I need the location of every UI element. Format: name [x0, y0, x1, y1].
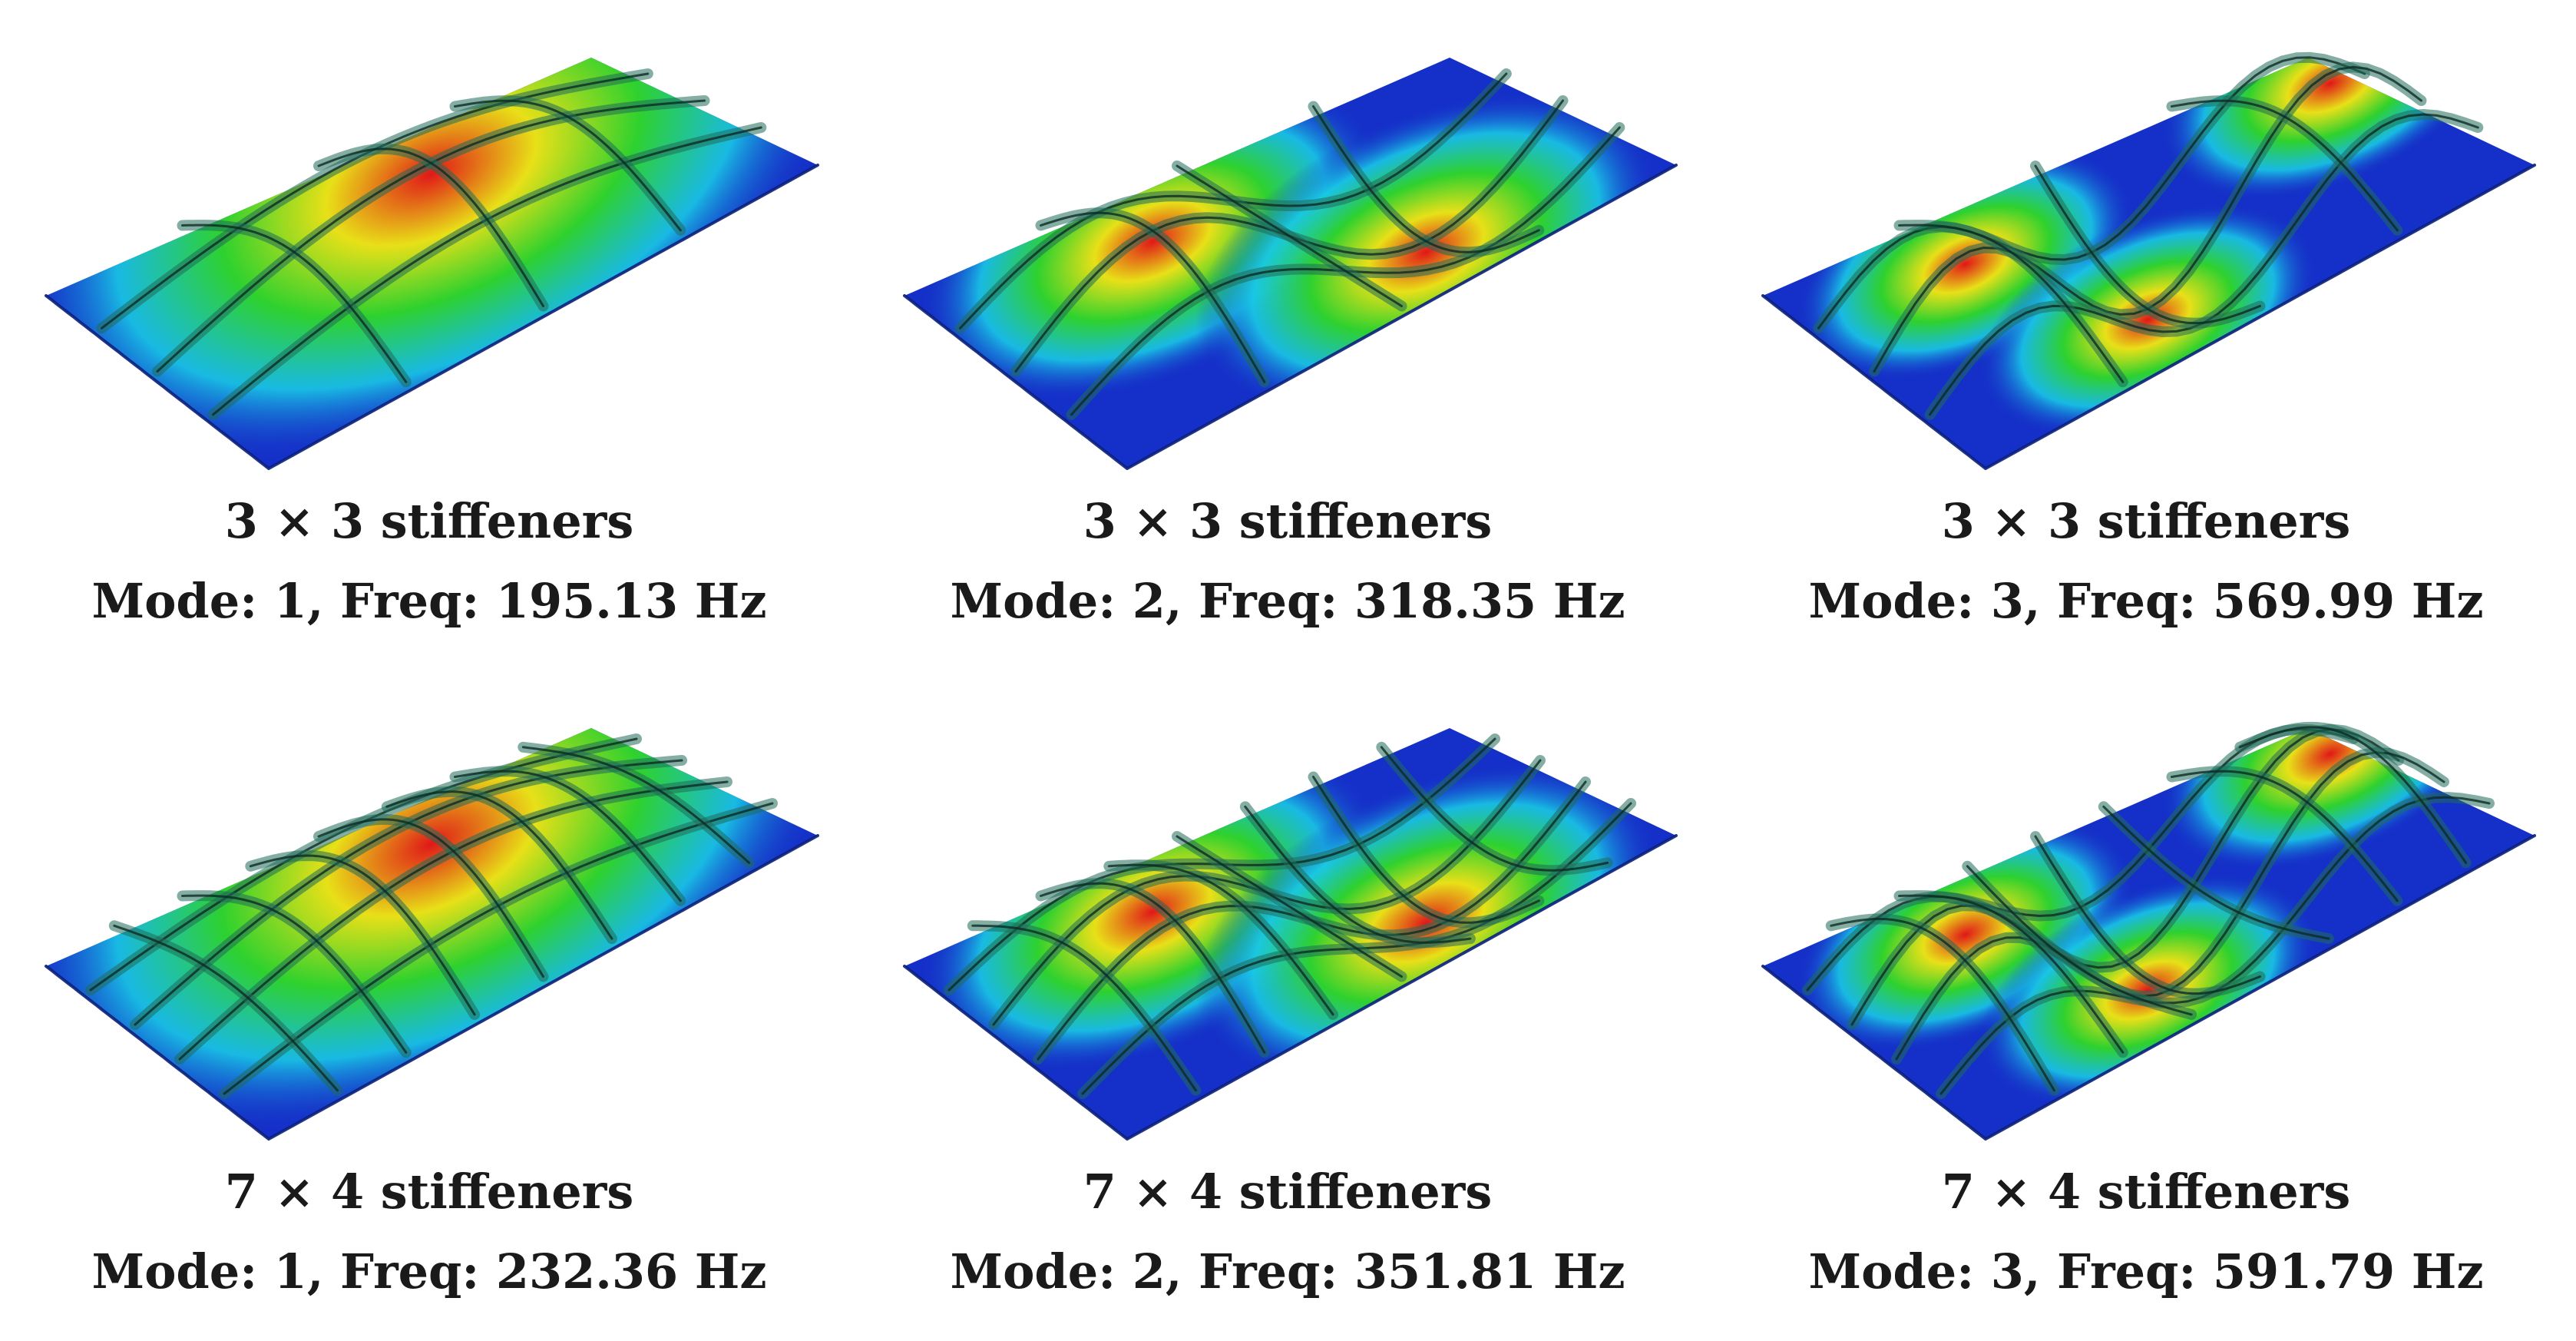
stiffener-grid: [1761, 721, 2536, 1141]
mode-shape-contour-plot: [903, 58, 1678, 470]
stiffener-grid: [1761, 51, 2536, 470]
mode-shape-contour-plot: [45, 728, 819, 1141]
mode-frequency-label: Mode: 3, Freq: 569.99 Hz: [1808, 573, 2484, 629]
stiffener-config-label: 7 × 4 stiffeners: [224, 1164, 634, 1220]
stiffener-config-label: 3 × 3 stiffeners: [1083, 493, 1493, 549]
mode-frequency-label: Mode: 1, Freq: 232.36 Hz: [91, 1243, 767, 1300]
plate-surface: [1763, 58, 2535, 469]
stiffener-grid: [903, 733, 1678, 1141]
stiffener-config-label: 7 × 4 stiffeners: [1083, 1164, 1493, 1220]
mode-frequency-label: Mode: 1, Freq: 195.13 Hz: [91, 573, 767, 629]
mode-frequency-label: Mode: 3, Freq: 591.79 Hz: [1808, 1243, 2484, 1300]
stiffener-config-label: 3 × 3 stiffeners: [1941, 493, 2351, 549]
mode-shape-contour-plot: [903, 728, 1678, 1141]
mode-shape-contour-plot: [1761, 51, 2536, 470]
mode-shape-contour-plot: [45, 58, 819, 470]
mode-panel-3x3-mode3: 3 × 3 stiffeners Mode: 3, Freq: 569.99 H…: [1717, 0, 2575, 670]
stiffener-grid: [903, 68, 1678, 470]
stiffener-grid: [45, 733, 819, 1141]
mode-panel-7x4-mode3: 7 × 4 stiffeners Mode: 3, Freq: 591.79 H…: [1717, 670, 2575, 1341]
stiffener-config-label: 7 × 4 stiffeners: [1941, 1164, 2351, 1220]
mode-frequency-label: Mode: 2, Freq: 318.35 Hz: [950, 573, 1625, 629]
stiffener-grid: [45, 68, 819, 470]
mode-frequency-label: Mode: 2, Freq: 351.81 Hz: [950, 1243, 1625, 1300]
plate-surface: [46, 58, 818, 469]
mode-panel-3x3-mode1: 3 × 3 stiffeners Mode: 1, Freq: 195.13 H…: [0, 0, 858, 670]
plate-surface: [904, 58, 1676, 469]
mode-panel-3x3-mode2: 3 × 3 stiffeners Mode: 2, Freq: 318.35 H…: [858, 0, 1717, 670]
plate-surface: [46, 728, 818, 1139]
mode-panel-7x4-mode2: 7 × 4 stiffeners Mode: 2, Freq: 351.81 H…: [858, 670, 1717, 1341]
mode-shape-contour-plot: [1761, 721, 2536, 1141]
mode-panel-7x4-mode1: 7 × 4 stiffeners Mode: 1, Freq: 232.36 H…: [0, 670, 858, 1341]
stiffener-config-label: 3 × 3 stiffeners: [224, 493, 634, 549]
